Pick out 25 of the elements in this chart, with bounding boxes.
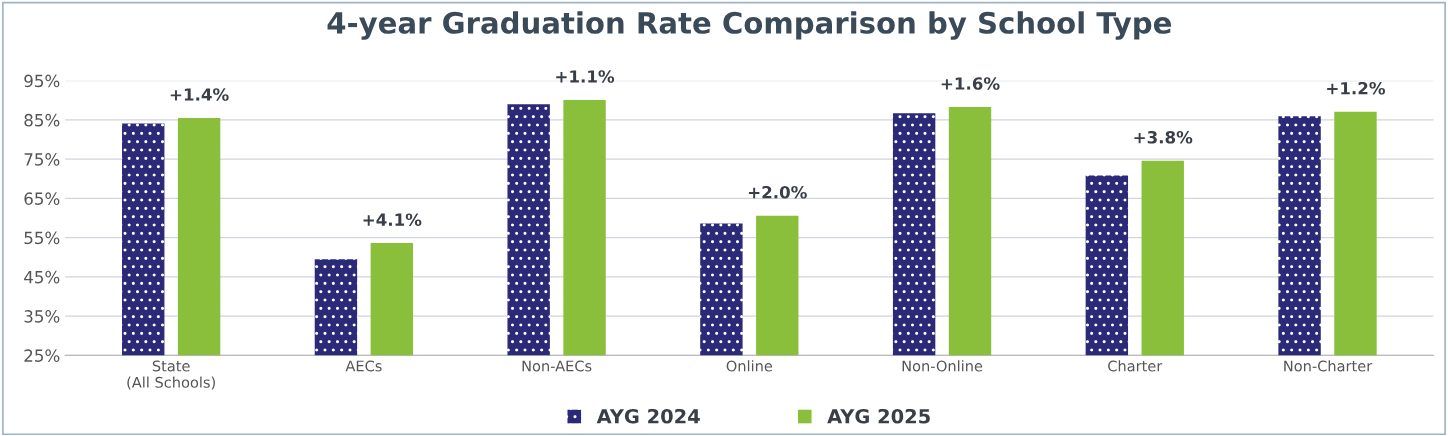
y-tick-label: 25% (24, 349, 60, 362)
y-tick-label: 85% (24, 113, 60, 127)
y-tick-label: 95% (24, 74, 60, 88)
x-tick-label: Charter (1108, 360, 1163, 372)
y-tick-label: 45% (24, 270, 60, 284)
annotation: +1.4% (170, 88, 229, 101)
y-tick-label: 75% (24, 153, 60, 166)
x-tick-label: Non-Online (902, 360, 983, 372)
annotation: +1.1% (556, 70, 615, 83)
x-tick-label: State (All Schools) (127, 360, 215, 390)
y-tick-label: 65% (24, 192, 60, 205)
x-tick-label: AECs (345, 360, 382, 372)
annotation: +1.2% (1327, 81, 1386, 95)
x-tick-label: Non-AECs (522, 360, 592, 372)
annotation: +3.8% (1134, 130, 1193, 144)
annotation: +2.0% (748, 185, 807, 199)
legend-label: AYG 2025 (827, 408, 930, 424)
x-tick-label: Non-Charter (1284, 360, 1373, 372)
x-tick-label: Online (726, 360, 773, 372)
chart-title: 4-year Graduation Rate Comparison by School Type (327, 11, 1172, 40)
annotation: +1.6% (941, 77, 1000, 90)
y-tick-label: 55% (24, 231, 60, 245)
legend-label: AYG 2024 (596, 408, 700, 424)
y-tick-label: 35% (24, 310, 60, 323)
annotation: +4.1% (363, 213, 422, 226)
